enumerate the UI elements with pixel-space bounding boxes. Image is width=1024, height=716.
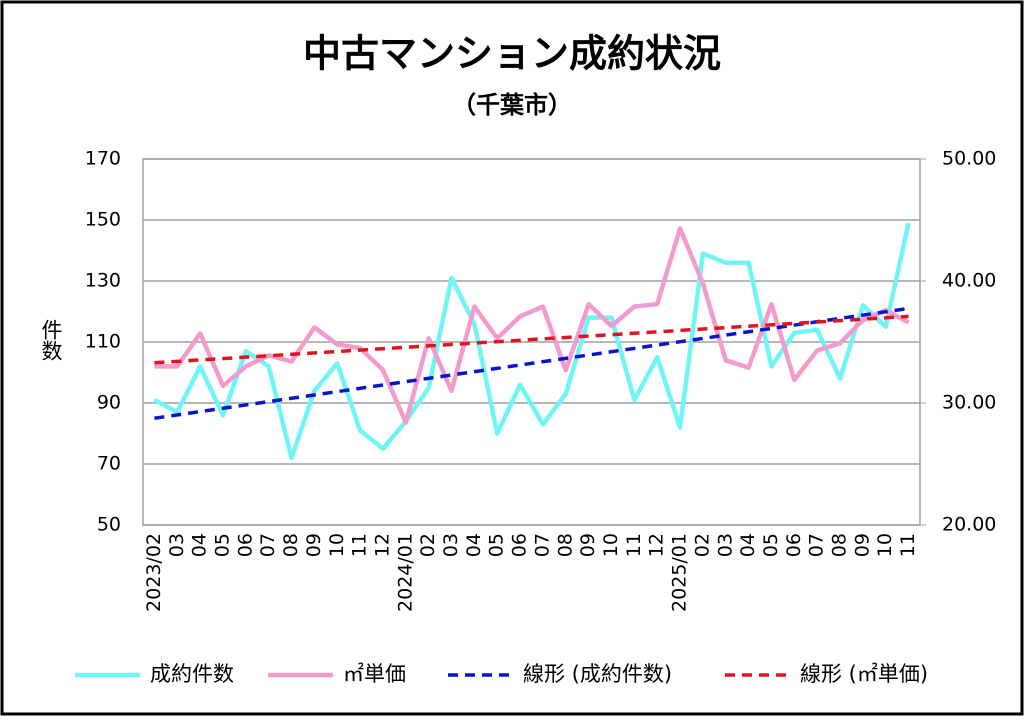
x-tick-label: 02	[417, 533, 439, 557]
x-tick-label: 09	[851, 533, 873, 557]
legend-label: 線形 (㎡単価)	[800, 662, 928, 686]
x-tick-label: 2024/01	[394, 533, 416, 612]
x-tick-label: 03	[714, 533, 736, 557]
trend-line	[154, 314, 909, 365]
x-tick-label: 11	[349, 533, 371, 557]
y2-tick-label: 40.00	[942, 270, 996, 292]
chart-title: 中古マンション成約状況	[303, 32, 721, 76]
x-tick-label: 08	[280, 533, 302, 557]
legend-label: 成約件数	[150, 662, 234, 686]
y-tick-label: 70	[97, 453, 121, 475]
x-tick-label: 07	[531, 533, 553, 557]
x-tick-label: 02	[691, 533, 713, 557]
x-tick-label: 06	[234, 533, 256, 557]
x-tick-label: 05	[760, 533, 782, 557]
x-tick-label: 2023/02	[143, 533, 165, 612]
x-tick-label: 08	[554, 533, 576, 557]
y-tick-label: 170	[85, 148, 121, 170]
x-tick-label: 06	[509, 533, 531, 557]
chart-subtitle: （千葉市）	[452, 91, 572, 119]
y-tick-label: 130	[85, 270, 121, 292]
x-tick-label: 03	[166, 533, 188, 557]
x-tick-label: 09	[577, 533, 599, 557]
x-tick-label: 10	[874, 533, 896, 557]
x-tick-label: 04	[189, 533, 211, 557]
x-tick-label: 06	[783, 533, 805, 557]
y2-tick-label: 30.00	[942, 392, 996, 414]
x-tick-label: 05	[211, 533, 233, 557]
data-line	[154, 226, 910, 425]
x-tick-label: 11	[897, 533, 919, 557]
y2-tick-label: 50.00	[942, 148, 996, 170]
x-tick-label: 12	[646, 533, 668, 557]
trend-line	[154, 306, 909, 420]
y-axis-label: 件数	[39, 319, 63, 361]
x-tick-label: 2025/01	[669, 533, 691, 612]
x-tick-label: 05	[486, 533, 508, 557]
x-tick-label: 04	[737, 533, 759, 557]
x-tick-label: 04	[463, 533, 485, 557]
y-tick-label: 110	[85, 331, 121, 353]
y2-tick-label: 20.00	[942, 514, 996, 536]
legend-label: 線形 (成約件数)	[523, 662, 672, 686]
x-tick-label: 12	[371, 533, 393, 557]
x-tick-label: 07	[806, 533, 828, 557]
y-tick-label: 90	[97, 392, 121, 414]
plot-border	[142, 158, 921, 526]
y-tick-label: 150	[85, 209, 121, 231]
x-tick-label: 11	[623, 533, 645, 557]
x-tick-label: 03	[440, 533, 462, 557]
y-tick-label: 50	[97, 514, 121, 536]
x-tick-label: 07	[257, 533, 279, 557]
x-tick-label: 10	[326, 533, 348, 557]
x-tick-label: 09	[303, 533, 325, 557]
x-tick-label: 10	[600, 533, 622, 557]
legend-label: ㎡単価	[343, 662, 406, 686]
x-tick-label: 08	[829, 533, 851, 557]
